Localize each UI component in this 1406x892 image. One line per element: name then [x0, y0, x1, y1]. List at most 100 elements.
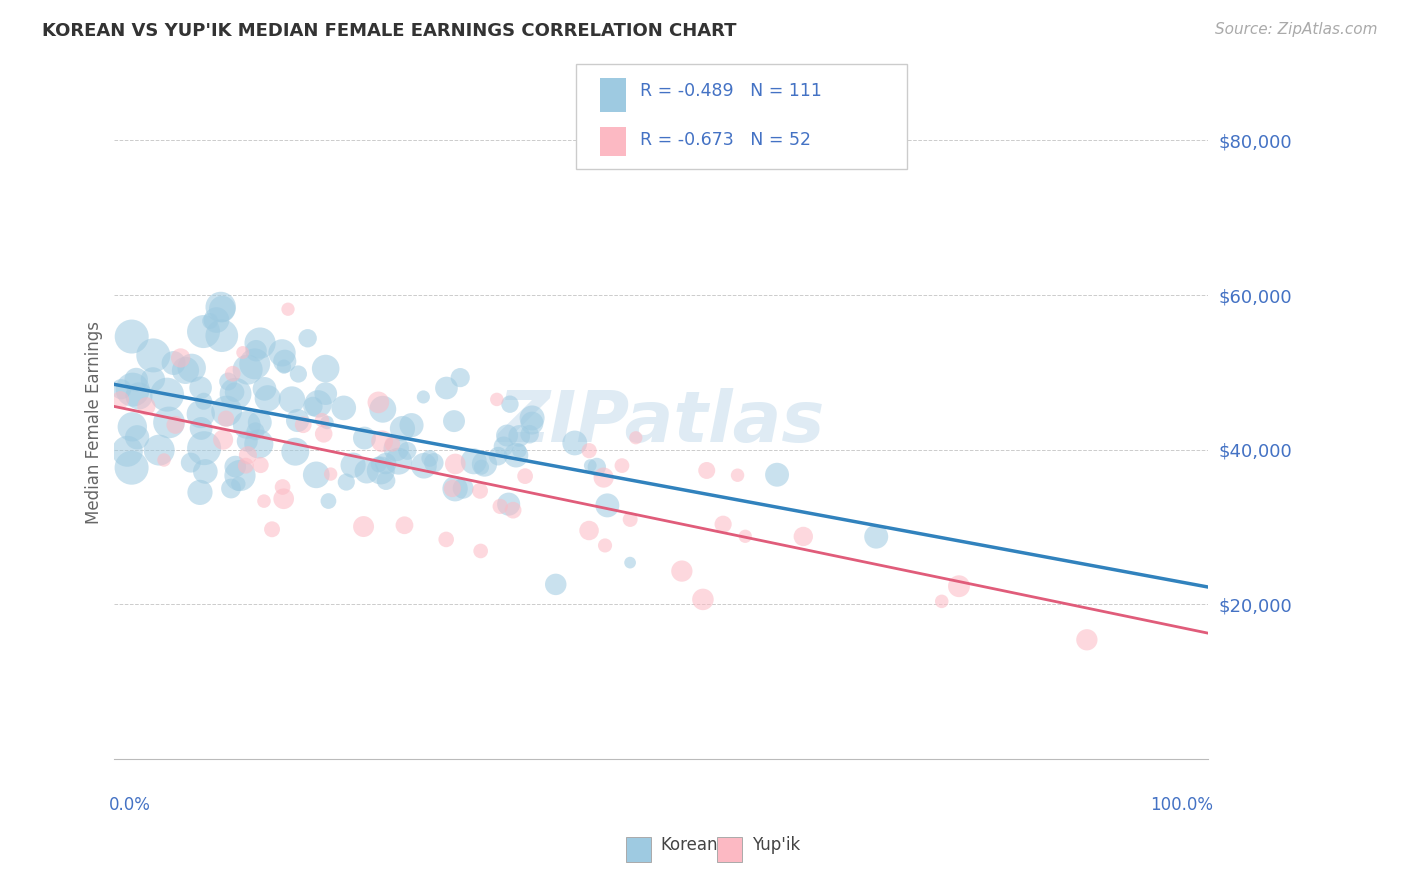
- Koreans: [174, 363, 197, 377]
- Text: Yup'ik: Yup'ik: [752, 836, 800, 854]
- Text: R = -0.673   N = 52: R = -0.673 N = 52: [640, 131, 811, 149]
- Koreans: [474, 457, 496, 471]
- Yup'ik: [444, 457, 467, 471]
- Koreans: [211, 301, 233, 316]
- Koreans: [370, 463, 392, 477]
- Koreans: [419, 451, 441, 466]
- Yup'ik: [273, 491, 295, 506]
- Yup'ik: [931, 594, 953, 608]
- Koreans: [284, 444, 307, 458]
- Yup'ik: [593, 538, 616, 552]
- Yup'ik: [578, 524, 600, 538]
- Yup'ik: [277, 302, 299, 317]
- Yup'ik: [619, 512, 641, 526]
- Koreans: [243, 357, 266, 371]
- Yup'ik: [319, 467, 342, 481]
- Koreans: [444, 482, 467, 496]
- Koreans: [356, 464, 378, 478]
- Yup'ik: [671, 564, 693, 578]
- Koreans: [375, 474, 398, 488]
- Koreans: [544, 577, 567, 591]
- Koreans: [297, 331, 319, 345]
- Yup'ik: [215, 411, 238, 425]
- Koreans: [271, 346, 294, 360]
- Yup'ik: [153, 453, 176, 467]
- Koreans: [401, 418, 423, 433]
- Yup'ik: [468, 483, 491, 498]
- Koreans: [496, 428, 519, 442]
- Koreans: [194, 465, 217, 479]
- Koreans: [766, 467, 789, 482]
- Koreans: [470, 460, 492, 475]
- Koreans: [162, 356, 184, 370]
- Koreans: [198, 314, 221, 328]
- Koreans: [245, 425, 267, 439]
- Yup'ik: [292, 417, 315, 432]
- Koreans: [281, 392, 304, 407]
- Yup'ik: [260, 522, 283, 536]
- Koreans: [193, 394, 215, 409]
- Yup'ik: [371, 434, 394, 449]
- Koreans: [117, 444, 139, 458]
- Yup'ik: [578, 443, 600, 458]
- Yup'ik: [222, 367, 245, 381]
- Koreans: [520, 411, 543, 425]
- Yup'ik: [692, 592, 714, 607]
- Yup'ik: [235, 458, 257, 473]
- Koreans: [463, 454, 485, 468]
- Koreans: [215, 404, 238, 418]
- Koreans: [121, 329, 143, 343]
- Koreans: [249, 416, 271, 430]
- Koreans: [315, 386, 337, 401]
- Text: R = -0.489   N = 111: R = -0.489 N = 111: [640, 82, 821, 100]
- Koreans: [619, 556, 641, 570]
- Text: 0.0%: 0.0%: [108, 796, 150, 814]
- Koreans: [273, 359, 295, 374]
- Yup'ik: [1076, 632, 1098, 647]
- Koreans: [413, 458, 436, 473]
- Koreans: [180, 456, 202, 470]
- Koreans: [520, 416, 543, 430]
- Yup'ik: [271, 480, 294, 494]
- Koreans: [156, 387, 179, 401]
- Koreans: [305, 467, 328, 482]
- Koreans: [499, 397, 522, 411]
- Koreans: [307, 397, 329, 411]
- Koreans: [353, 431, 375, 445]
- Koreans: [157, 416, 180, 430]
- Yup'ik: [232, 345, 254, 359]
- Koreans: [148, 443, 170, 458]
- Koreans: [342, 458, 364, 473]
- Yup'ik: [311, 413, 333, 427]
- Koreans: [315, 361, 337, 376]
- Koreans: [219, 482, 242, 496]
- Koreans: [236, 434, 259, 449]
- Koreans: [256, 391, 278, 405]
- Koreans: [492, 440, 515, 454]
- Koreans: [302, 400, 325, 414]
- Koreans: [247, 437, 270, 451]
- Koreans: [193, 441, 215, 455]
- Koreans: [249, 336, 271, 351]
- Yup'ik: [312, 426, 335, 441]
- Koreans: [519, 427, 541, 442]
- Koreans: [142, 372, 165, 386]
- Yup'ik: [948, 579, 970, 593]
- Koreans: [245, 343, 267, 358]
- Koreans: [374, 457, 396, 471]
- Koreans: [396, 443, 419, 458]
- Koreans: [287, 413, 309, 427]
- Koreans: [121, 460, 143, 475]
- Koreans: [436, 381, 458, 395]
- Koreans: [508, 443, 530, 458]
- Koreans: [224, 459, 246, 474]
- Koreans: [190, 381, 212, 395]
- Yup'ik: [253, 494, 276, 508]
- Yup'ik: [353, 519, 375, 533]
- Koreans: [217, 375, 239, 389]
- Koreans: [128, 389, 150, 403]
- Text: 100.0%: 100.0%: [1150, 796, 1213, 814]
- Yup'ik: [502, 503, 524, 517]
- Yup'ik: [394, 518, 416, 533]
- Koreans: [332, 401, 354, 415]
